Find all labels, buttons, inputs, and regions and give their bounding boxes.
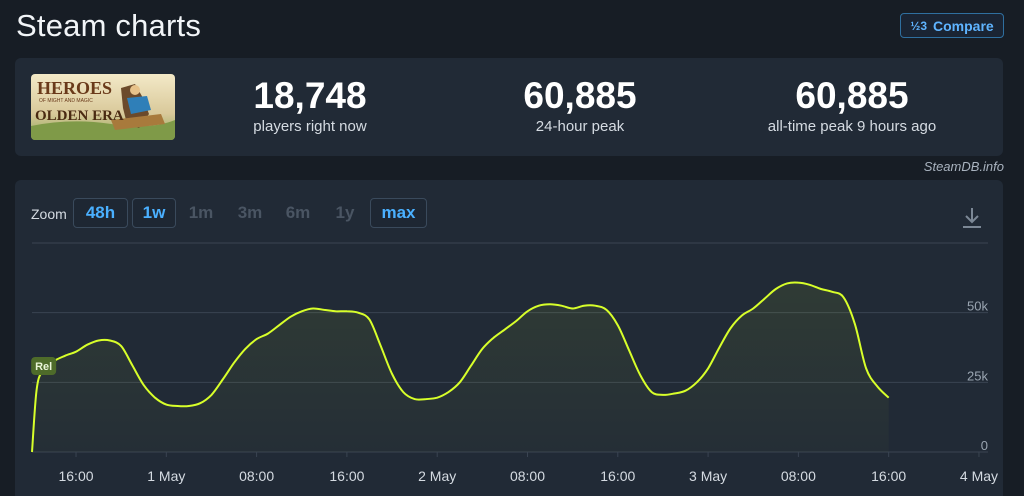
release-marker-badge[interactable] (31, 357, 57, 375)
compare-icon: ½3 (910, 18, 927, 33)
x-tick-label: 1 May (147, 468, 185, 484)
y-tick-label: 25k (967, 368, 988, 383)
series-area (32, 282, 889, 452)
stat-players-now: 18,748 players right now (235, 74, 385, 135)
banner-title-olden-era: OLDEN ERA (35, 108, 124, 124)
x-tick-label: 08:00 (510, 468, 545, 484)
x-tick-label: 16:00 (329, 468, 364, 484)
stat-24h-peak: 60,885 24-hour peak (505, 74, 655, 135)
page-title: Steam charts (16, 8, 202, 43)
steamdb-credit-link[interactable]: SteamDB.info (923, 159, 1004, 174)
zoom-6m-button[interactable]: 6m (285, 203, 311, 222)
x-tick-label: 4 May (960, 468, 998, 484)
banner-subtitle: OF MIGHT AND MAGIC (39, 98, 93, 104)
stat-label: 24-hour peak (535, 118, 625, 135)
zoom-1m-button[interactable]: 1m (188, 203, 214, 222)
stats-panel: HEROES OF MIGHT AND MAGIC OLDEN ERA 18,7… (15, 58, 1003, 156)
banner-title-heroes: HEROES (37, 78, 112, 98)
zoom-label: Zoom (31, 206, 67, 222)
zoom-max-button[interactable]: max (370, 198, 427, 228)
y-tick-label: 50k (967, 299, 988, 314)
game-banner[interactable]: HEROES OF MIGHT AND MAGIC OLDEN ERA (31, 74, 175, 140)
x-tick-label: 16:00 (58, 468, 93, 484)
release-marker-label: Rel (35, 361, 52, 373)
compare-label: Compare (933, 17, 994, 34)
x-tick-label: 2 May (418, 468, 456, 484)
stat-label: players right now (253, 118, 367, 135)
stat-value: 18,748 (253, 75, 367, 116)
game-banner-image: HEROES OF MIGHT AND MAGIC OLDEN ERA (31, 74, 175, 140)
download-icon[interactable] (961, 206, 983, 230)
series-line (31, 281, 890, 453)
zoom-3m-button[interactable]: 3m (237, 203, 263, 222)
zoom-48h-button[interactable]: 48h (73, 198, 128, 228)
x-tick-label: 16:00 (600, 468, 635, 484)
x-tick-label: 08:00 (781, 468, 816, 484)
zoom-1y-button[interactable]: 1y (335, 203, 355, 222)
compare-button[interactable]: ½3 Compare (900, 13, 1004, 38)
x-tick-label: 16:00 (871, 468, 906, 484)
x-tick-label: 08:00 (239, 468, 274, 484)
stat-label: all-time peak 9 hours ago (767, 118, 937, 135)
stat-all-time-peak: 60,885 all-time peak 9 hours ago (752, 74, 952, 135)
x-tick-label: 3 May (689, 468, 727, 484)
y-tick-label: 0 (981, 438, 988, 453)
stat-value: 60,885 (523, 75, 637, 116)
stat-value: 60,885 (795, 75, 909, 116)
zoom-1w-button[interactable]: 1w (132, 198, 176, 228)
